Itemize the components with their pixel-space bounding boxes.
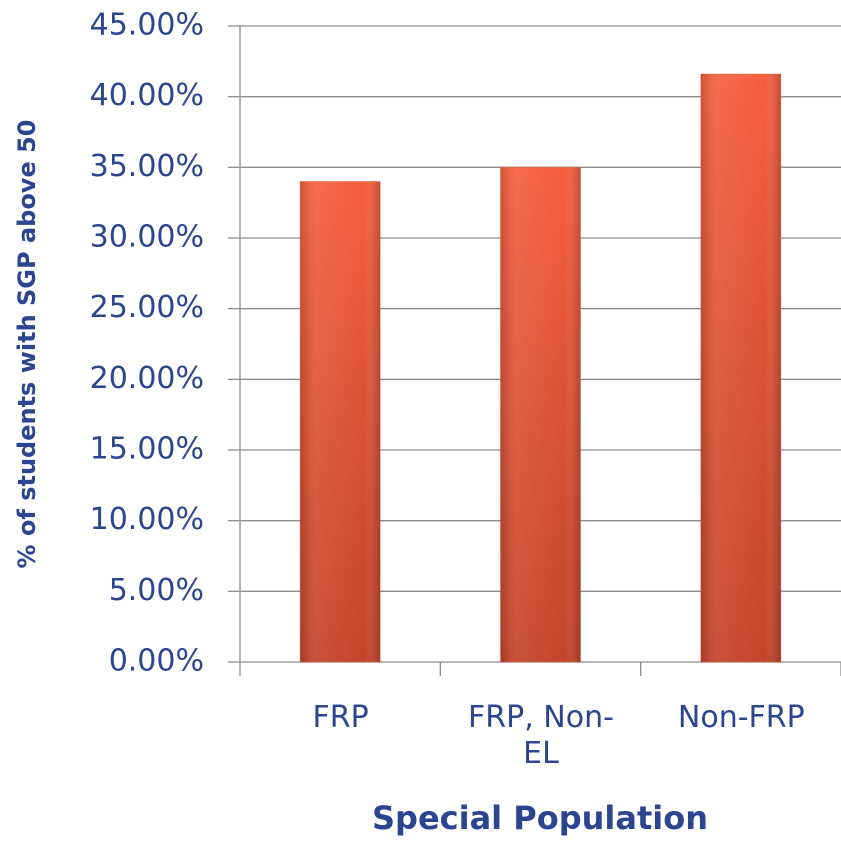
bar-shade [300, 181, 381, 662]
y-tick-label: 35.00% [90, 149, 204, 184]
y-tick-label: 15.00% [90, 432, 204, 467]
y-tick-label: 40.00% [90, 78, 204, 113]
y-axis-title: % of students with SGP above 50 [13, 120, 41, 569]
y-tick-label: 30.00% [90, 220, 204, 255]
y-tick-label: 45.00% [90, 8, 204, 43]
x-tick-label: Non-FRP [677, 700, 805, 735]
x-tick-label: FRP, Non-EL [468, 700, 614, 771]
bar-shade [700, 74, 781, 662]
y-tick-label: 20.00% [90, 361, 204, 396]
y-tick-label: 0.00% [109, 644, 204, 679]
bar-shade [500, 167, 581, 663]
x-axis-title: Special Population [372, 799, 708, 837]
y-tick-label: 10.00% [90, 502, 204, 537]
y-tick-label: 25.00% [90, 290, 204, 325]
x-tick-label: FRP [312, 700, 369, 735]
y-tick-label: 5.00% [109, 573, 204, 608]
